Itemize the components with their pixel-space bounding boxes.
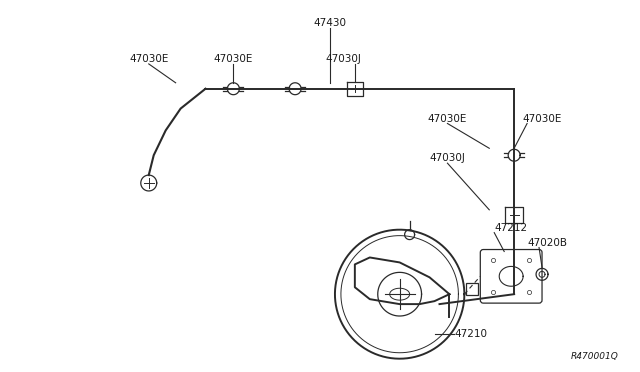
Text: 47430: 47430 [314, 18, 346, 28]
Text: R470001Q: R470001Q [571, 352, 619, 361]
Text: 47030E: 47030E [522, 113, 562, 124]
Text: 47212: 47212 [494, 223, 527, 233]
Text: 47030E: 47030E [428, 113, 467, 124]
Text: 47030E: 47030E [129, 54, 168, 64]
Text: 47030J: 47030J [429, 153, 465, 163]
Text: 47030E: 47030E [214, 54, 253, 64]
Text: 47210: 47210 [454, 329, 488, 339]
Text: 47030J: 47030J [325, 54, 361, 64]
Text: 47020B: 47020B [527, 238, 567, 248]
